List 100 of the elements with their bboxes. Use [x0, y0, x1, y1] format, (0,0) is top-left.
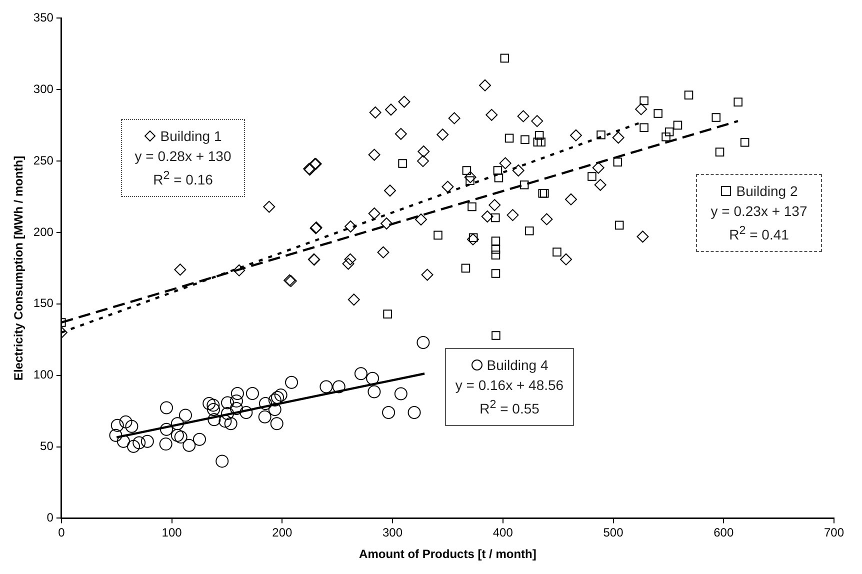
point: [394, 128, 407, 140]
point: [140, 434, 154, 448]
point: [268, 402, 282, 416]
point: [342, 258, 354, 270]
point: [442, 180, 454, 193]
point: [224, 417, 238, 430]
point: [464, 171, 476, 184]
point: [570, 129, 582, 142]
point: [654, 109, 662, 118]
point: [479, 79, 492, 92]
point: [506, 209, 519, 222]
point: [246, 386, 259, 400]
point: [740, 138, 750, 147]
y-tick-label: 200: [33, 224, 54, 239]
point: [383, 310, 392, 318]
point: [421, 268, 434, 281]
point: [512, 164, 524, 176]
point: [377, 246, 390, 258]
point: [468, 202, 476, 212]
point: [178, 408, 192, 422]
point: [466, 176, 474, 186]
y-tick-label: 100: [33, 368, 54, 382]
point: [174, 264, 186, 276]
point: [216, 454, 229, 468]
point: [504, 134, 514, 143]
point: [520, 180, 529, 190]
point: [263, 200, 276, 213]
point: [368, 148, 380, 161]
point: [208, 413, 221, 426]
point: [170, 417, 184, 430]
point: [160, 422, 173, 436]
point: [494, 174, 504, 182]
point: [499, 157, 512, 170]
point: [366, 372, 380, 385]
point: [712, 113, 721, 122]
legend-label: Building 4: [486, 356, 550, 375]
point: [462, 166, 472, 175]
point: [640, 96, 648, 106]
point: [536, 138, 546, 146]
point: [540, 213, 553, 226]
y-axis-title: Electricity Consumption [MWh / month]: [12, 156, 26, 381]
point: [285, 376, 298, 389]
point: [230, 394, 243, 408]
point: [493, 166, 502, 175]
point: [380, 217, 393, 230]
point: [182, 438, 196, 452]
point: [492, 331, 500, 340]
x-tick-label: 700: [824, 526, 844, 540]
point: [109, 428, 122, 442]
y-tick-label: 250: [33, 153, 54, 168]
point: [436, 128, 449, 141]
point: [636, 230, 649, 243]
point: [170, 428, 184, 442]
x-tick-label: 600: [714, 526, 734, 540]
point: [640, 123, 648, 132]
point: [664, 128, 674, 136]
point: [560, 253, 572, 266]
point: [592, 162, 604, 174]
point: [258, 410, 272, 424]
point: [534, 130, 544, 140]
point: [734, 98, 742, 106]
point: [491, 244, 500, 254]
point: [662, 132, 670, 142]
point: [126, 440, 140, 453]
point: [132, 436, 146, 450]
legend-label: Building 2: [735, 182, 799, 201]
point: [221, 396, 234, 410]
point: [320, 380, 333, 394]
point: [635, 103, 648, 116]
point: [491, 213, 500, 222]
point: [271, 390, 284, 404]
point: [202, 396, 216, 410]
point: [491, 250, 500, 260]
point: [230, 402, 243, 415]
point: [540, 188, 549, 198]
point: [491, 236, 500, 246]
point: [416, 155, 429, 168]
x-axis-title: Amount of Products [t / month]: [359, 547, 536, 562]
point: [192, 432, 206, 446]
x-tick-label: 100: [162, 526, 182, 540]
point: [588, 172, 596, 181]
point: [119, 415, 132, 428]
point: [408, 406, 421, 419]
point: [524, 226, 534, 236]
point: [612, 132, 624, 144]
point: [613, 158, 622, 166]
point: [415, 213, 427, 226]
point: [221, 406, 234, 420]
point: [488, 199, 501, 212]
point: [684, 90, 694, 100]
point: [233, 264, 246, 276]
point: [160, 401, 173, 414]
y-tick-label: 50: [40, 439, 54, 454]
x-tick-label: 300: [382, 526, 403, 540]
point: [538, 188, 548, 198]
point: [207, 402, 220, 416]
point: [270, 417, 284, 430]
point: [159, 438, 172, 451]
point: [673, 120, 682, 130]
x-tick-label: 400: [492, 526, 514, 540]
